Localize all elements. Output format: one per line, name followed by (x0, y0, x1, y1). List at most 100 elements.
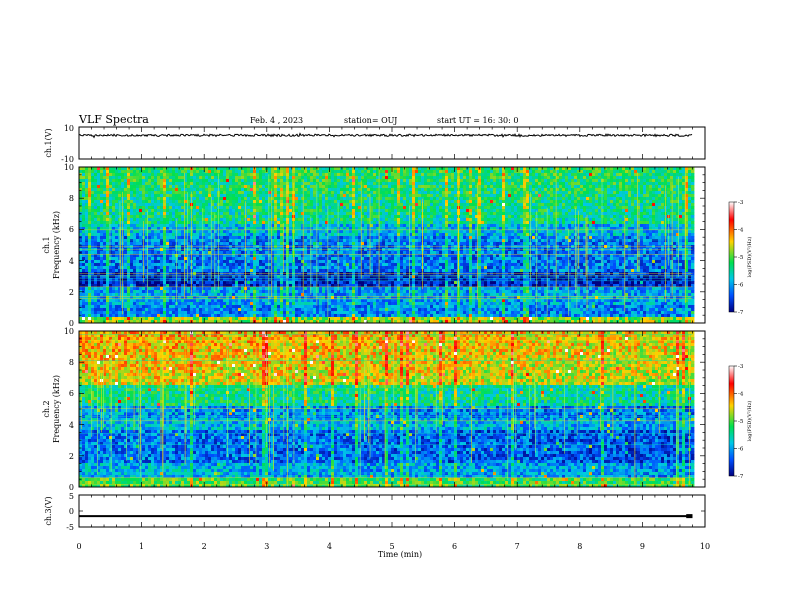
spectrogram-cell (178, 194, 182, 198)
spectrogram-cell (307, 308, 311, 312)
spectrogram-cell (307, 170, 311, 174)
spectrogram-cell (205, 206, 209, 210)
spectrogram-cell (151, 197, 155, 201)
spectrogram-cell (208, 257, 212, 261)
spectrogram-cell (106, 266, 110, 270)
spectrogram-cell (355, 257, 359, 261)
spectrogram-cell (106, 212, 110, 216)
spectrogram-cell (181, 167, 185, 171)
spectrogram-cell (349, 224, 353, 228)
spectrogram-cell (253, 182, 257, 186)
spectrogram-cell (283, 293, 287, 297)
spectrogram-cell (259, 275, 263, 279)
spectrogram-cell (97, 179, 101, 183)
spectrogram-cell (148, 188, 152, 192)
spectrogram-cell (202, 233, 206, 237)
spectrogram-cell (232, 281, 236, 285)
spectrogram-cell (274, 191, 278, 195)
spectrogram-cell (85, 305, 89, 309)
spectrogram-cell (88, 236, 92, 240)
spectrogram-cell (289, 179, 293, 183)
spectrogram-cell (334, 278, 338, 282)
spectrogram-cell (142, 311, 146, 315)
spectrogram-cell (193, 311, 197, 315)
spectrogram-cell (229, 209, 233, 213)
spectrogram-cell (166, 299, 170, 303)
spectrogram-cell (151, 170, 155, 174)
spectrogram-cell (100, 170, 104, 174)
spectrogram-cell (145, 275, 149, 279)
spectrogram-cell (127, 242, 131, 246)
spectrogram-cell (184, 308, 188, 312)
spectrogram-cell (268, 314, 272, 318)
spectrogram-cell (166, 257, 170, 261)
spectrogram-cell (88, 320, 92, 323)
spectrogram-cell (337, 173, 341, 177)
spectrogram-cell (82, 305, 86, 309)
spectrogram-cell (202, 185, 206, 189)
spectrogram-cell (106, 290, 110, 294)
spectrogram-cell (310, 269, 314, 273)
spectrogram-cell (322, 224, 326, 228)
spectrogram-cell (220, 320, 224, 323)
spectrogram-cell (337, 275, 341, 279)
spectrogram-cell (313, 209, 317, 213)
spectrogram-cell (280, 206, 284, 210)
spectrogram-cell (307, 254, 311, 258)
spectrogram-cell (220, 224, 224, 228)
spectrogram-cell (313, 203, 317, 207)
spectrogram-cell (145, 209, 149, 213)
spectrogram-cell (205, 203, 209, 207)
spectrogram-cell (283, 185, 287, 189)
spectrogram-cell (343, 260, 347, 264)
spectrogram-cell (265, 173, 269, 177)
spectrogram-cell (112, 173, 116, 177)
spectrogram-cell (340, 239, 344, 243)
spectrogram-cell (316, 179, 320, 183)
spectrogram-cell (178, 191, 182, 195)
spectrogram-cell (172, 185, 176, 189)
spectrogram-cell (163, 236, 167, 240)
spectrogram-cell (199, 188, 203, 192)
spectrogram-cell (211, 188, 215, 192)
spectrogram-cell (226, 257, 230, 261)
spectrogram-cell (103, 197, 107, 201)
spectrogram-cell (217, 311, 221, 315)
spectrogram-cell (97, 224, 101, 228)
spectrogram-cell (160, 257, 164, 261)
spectrogram-cell (232, 203, 236, 207)
spectrogram-cell (337, 257, 341, 261)
spectrogram-cell (259, 218, 263, 222)
spectrogram-cell (88, 233, 92, 237)
spectrogram-cell (331, 176, 335, 180)
spectrogram-cell (313, 212, 317, 216)
spectrogram-cell (355, 284, 359, 288)
spectrogram-cell (112, 176, 116, 180)
spectrogram-cell (256, 185, 260, 189)
spectrogram-cell (355, 188, 359, 192)
spectrogram-cell (151, 308, 155, 312)
spectrogram-cell (307, 293, 311, 297)
spectrogram-cell (109, 308, 113, 312)
spectrogram-cell (316, 170, 320, 174)
spectrogram-cell (157, 257, 161, 261)
spectrogram-cell (253, 317, 257, 321)
spectrogram-cell (283, 227, 287, 231)
spectrogram-cell (115, 254, 119, 258)
spectrogram-cell (175, 194, 179, 198)
spectrogram-cell (325, 287, 329, 291)
spectrogram-cell (250, 305, 254, 309)
spectrogram-cell (184, 185, 188, 189)
spectrogram-cell (298, 233, 302, 237)
spectrogram-cell (151, 305, 155, 309)
spectrogram-cell (139, 218, 143, 222)
spectrogram-cell (202, 176, 206, 180)
spectrogram-cell (250, 242, 254, 246)
spectrogram-cell (259, 254, 263, 258)
spectrogram-cell (307, 275, 311, 279)
spectrogram-cell (187, 182, 191, 186)
spectrogram-cell (253, 302, 257, 306)
spectrogram-cell (295, 311, 299, 315)
spectrogram-cell (289, 215, 293, 219)
spectrogram-cell (250, 206, 254, 210)
